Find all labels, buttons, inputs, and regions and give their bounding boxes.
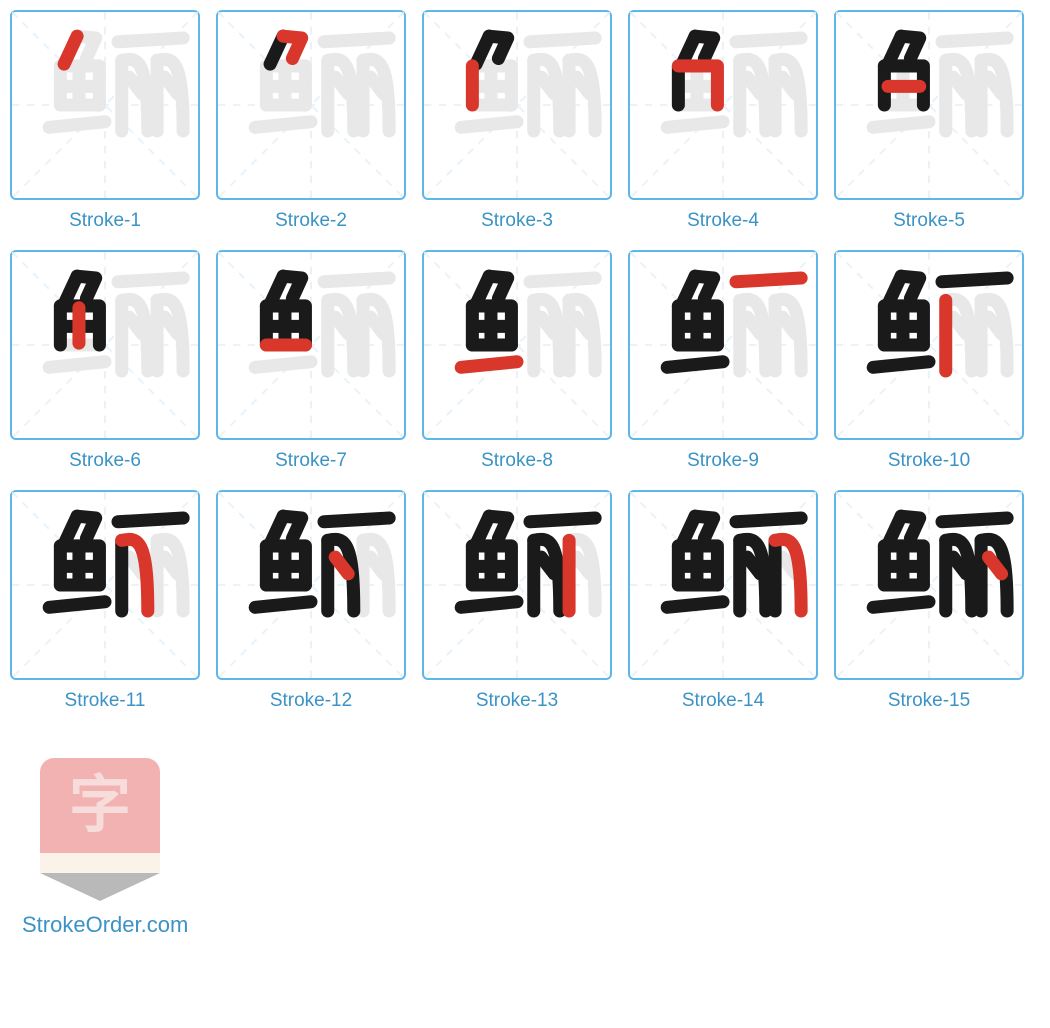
stroke-box-15: [834, 490, 1024, 680]
stroke-cell-6: Stroke-6: [10, 250, 200, 472]
stroke-label-12: Stroke-12: [270, 690, 352, 712]
stroke-box-2: [216, 10, 406, 200]
stroke-cell-7: Stroke-7: [216, 250, 406, 472]
site-logo: 字: [40, 758, 160, 898]
stroke-label-6: Stroke-6: [69, 450, 141, 472]
stroke-box-8: [422, 250, 612, 440]
stroke-cell-10: Stroke-10: [834, 250, 1024, 472]
stroke-box-10: [834, 250, 1024, 440]
stroke-label-2: Stroke-2: [275, 210, 347, 232]
stroke-box-5: [834, 10, 1024, 200]
stroke-label-3: Stroke-3: [481, 210, 553, 232]
stroke-cell-4: Stroke-4: [628, 10, 818, 232]
stroke-cell-1: Stroke-1: [10, 10, 200, 232]
stroke-cell-5: Stroke-5: [834, 10, 1024, 232]
stroke-box-1: [10, 10, 200, 200]
stroke-label-14: Stroke-14: [682, 690, 764, 712]
stroke-label-8: Stroke-8: [481, 450, 553, 472]
stroke-label-10: Stroke-10: [888, 450, 970, 472]
stroke-box-3: [422, 10, 612, 200]
stroke-box-4: [628, 10, 818, 200]
stroke-label-11: Stroke-11: [65, 690, 146, 712]
stroke-box-13: [422, 490, 612, 680]
stroke-box-12: [216, 490, 406, 680]
stroke-cell-9: Stroke-9: [628, 250, 818, 472]
stroke-cell-14: Stroke-14: [628, 490, 818, 712]
stroke-box-7: [216, 250, 406, 440]
stroke-label-1: Stroke-1: [69, 210, 141, 232]
stroke-box-6: [10, 250, 200, 440]
stroke-cell-13: Stroke-13: [422, 490, 612, 712]
stroke-label-9: Stroke-9: [687, 450, 759, 472]
stroke-box-14: [628, 490, 818, 680]
stroke-label-5: Stroke-5: [893, 210, 965, 232]
stroke-box-9: [628, 250, 818, 440]
stroke-cell-8: Stroke-8: [422, 250, 612, 472]
stroke-cell-12: Stroke-12: [216, 490, 406, 712]
footer-text: StrokeOrder.com: [22, 912, 1040, 938]
stroke-label-7: Stroke-7: [275, 450, 347, 472]
stroke-label-15: Stroke-15: [888, 690, 970, 712]
stroke-cell-2: Stroke-2: [216, 10, 406, 232]
stroke-box-11: [10, 490, 200, 680]
stroke-label-4: Stroke-4: [687, 210, 759, 232]
logo-char: 字: [69, 775, 131, 837]
stroke-cell-11: Stroke-11: [10, 490, 200, 712]
stroke-cell-15: Stroke-15: [834, 490, 1024, 712]
stroke-cell-3: Stroke-3: [422, 10, 612, 232]
stroke-label-13: Stroke-13: [476, 690, 558, 712]
logo-cell: 字: [10, 730, 200, 898]
